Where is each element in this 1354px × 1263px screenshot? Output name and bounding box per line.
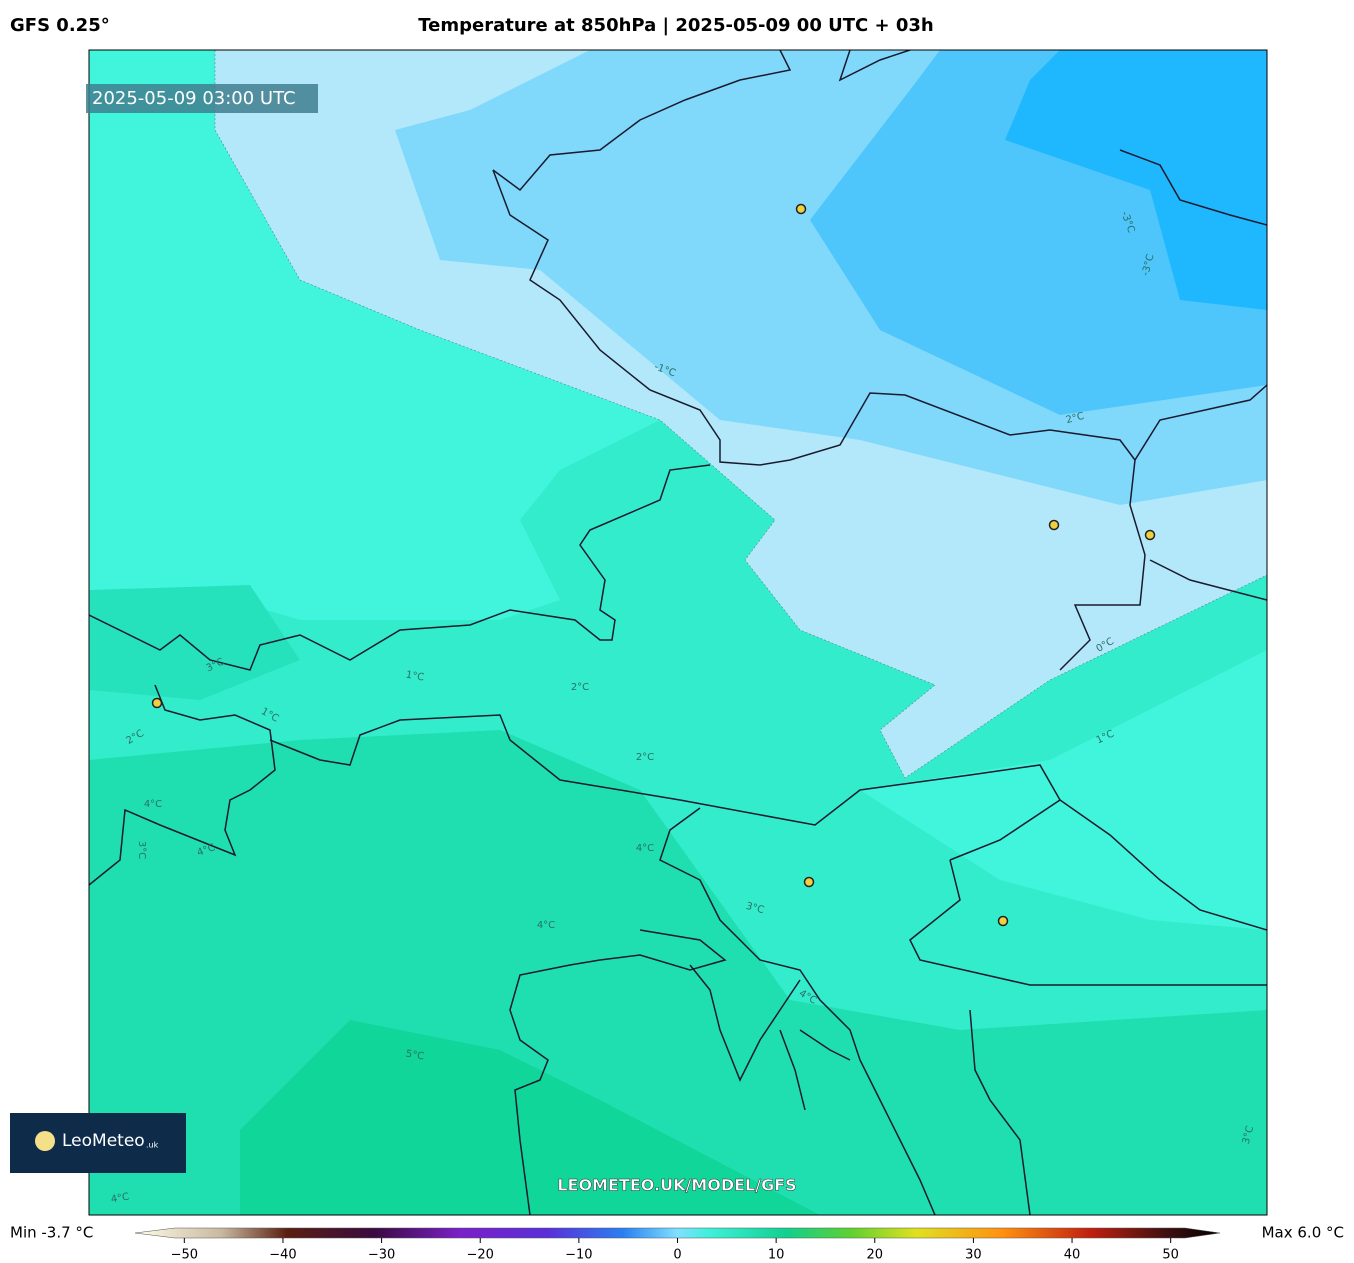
contour-label: 4°C (110, 1191, 130, 1205)
logo-suffix: .uk (146, 1141, 159, 1150)
tick-label: −30 (368, 1248, 395, 1263)
contour-label: 4°C (636, 843, 654, 854)
contour-label: 2°C (571, 682, 589, 693)
contour-label: 5°C (405, 1048, 425, 1062)
contour-label: 2°C (1065, 411, 1086, 426)
fill-region (89, 50, 660, 620)
contour-label: 4°C (144, 799, 162, 810)
map-frame (88, 49, 1268, 1216)
fill-region (1005, 50, 1267, 310)
contour-label: -3°C (1140, 253, 1156, 277)
tick-label: 10 (768, 1248, 785, 1263)
tick-label: 50 (1162, 1248, 1179, 1263)
valid-time: 2025-05-09 03:00 UTC (92, 88, 296, 109)
contour-label: 3°C (1241, 1125, 1256, 1146)
contour-label: 2°C (636, 752, 654, 763)
logo-text: LeoMeteo (62, 1131, 145, 1151)
contour-label: 1°C (405, 669, 425, 683)
tick-label: −40 (269, 1248, 296, 1263)
fill-region (240, 1020, 820, 1215)
time-box (86, 84, 318, 113)
contour-label: 4°C (537, 920, 555, 931)
tick-label: −20 (467, 1248, 494, 1263)
model-name: GFS 0.25° (10, 15, 110, 36)
watermark: LEOMETEO.UK/MODEL/GFS (557, 1176, 796, 1195)
map-area: -1°C2°C-3°C-3°C0°C1°C3°C1°C2°C1°C2°C2°C4… (89, 50, 1267, 1215)
tick-label: 30 (965, 1248, 982, 1263)
logo-sun (35, 1131, 55, 1151)
colorbar (134, 1227, 1221, 1239)
fill-region (860, 650, 1267, 930)
colorbar-ticks: −50 −40 −30 −20 −10 0 10 20 30 40 50 (171, 1238, 1179, 1263)
city-markers (151, 203, 1156, 927)
contour-label: 3°C (136, 841, 147, 859)
tick-label: 0 (673, 1248, 681, 1263)
colorbar-max: Max 6.0 °C (1262, 1224, 1344, 1242)
contour-label: 3°C (745, 901, 766, 916)
colorbar-min: Min -3.7 °C (10, 1224, 93, 1242)
tick-label: 40 (1064, 1248, 1081, 1263)
borders (89, 50, 1267, 1215)
fill-region (89, 585, 300, 700)
tick-label: 20 (866, 1248, 883, 1263)
map-title: Temperature at 850hPa | 2025-05-09 00 UT… (418, 15, 933, 36)
tick-label: −50 (171, 1248, 198, 1263)
tick-label: −10 (565, 1248, 592, 1263)
